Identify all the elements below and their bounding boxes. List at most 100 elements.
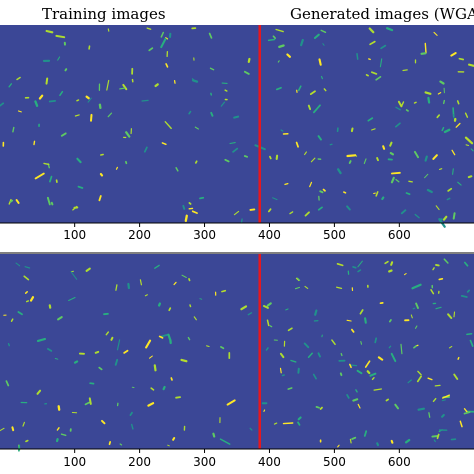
heatmap-spark [88, 397, 92, 405]
heatmap-spark [357, 269, 362, 273]
heatmap-spark [34, 172, 45, 180]
heatmap-spark [154, 264, 160, 269]
heatmap-spark [390, 352, 397, 363]
heatmap-spark [456, 100, 460, 105]
heatmap-spark [5, 380, 10, 387]
heatmap-spark [359, 309, 364, 315]
heatmap-spark [388, 269, 393, 273]
heatmap-spark [426, 188, 433, 194]
x-tick-label: 600 [388, 228, 411, 242]
heatmap-spark [307, 104, 312, 111]
heatmap-spark [24, 291, 28, 294]
heatmap-spark [164, 121, 172, 130]
heatmap-spark [314, 309, 318, 316]
heatmap-spark [400, 209, 407, 215]
heatmap-spark [119, 87, 126, 90]
heatmap-spark [427, 377, 433, 381]
heatmap-spark [50, 201, 54, 206]
heatmap-spark [357, 260, 363, 268]
heatmap-spark [360, 340, 363, 345]
heatmap-spark [108, 441, 112, 446]
heatmap-spark [417, 370, 422, 376]
heatmap-spark [331, 339, 336, 346]
heatmap-spark [188, 110, 192, 115]
heatmap-spark [295, 277, 300, 282]
x-tick-label: 200 [128, 228, 151, 242]
heatmap-spark [439, 80, 445, 85]
heatmap-spark [397, 100, 403, 108]
heatmap-spark [412, 307, 416, 310]
heatmap-spark [160, 31, 165, 38]
heatmap-spark [280, 129, 284, 132]
x-ticks-top: 100 200 300 400 500 600 [63, 223, 411, 242]
heatmap-spark [450, 52, 457, 57]
heatmap-spark [189, 304, 192, 308]
heatmap-spark [46, 196, 51, 206]
heatmap-spark [60, 132, 67, 137]
heatmap-spark [466, 289, 471, 293]
heatmap-spark [336, 286, 343, 290]
heatmap-spark [10, 318, 14, 322]
heatmap-spark [191, 78, 196, 82]
heatmap-spark [224, 89, 228, 92]
heatmap-spark [364, 317, 367, 324]
heatmap-spark [153, 364, 157, 372]
heatmap-spark [352, 266, 357, 269]
heatmap-spark [413, 345, 417, 349]
heatmap-spark [464, 136, 474, 145]
heatmap-spark [272, 35, 277, 40]
heatmap-spark [57, 56, 61, 61]
heatmap-spark [275, 28, 284, 33]
heatmap-spark [233, 115, 240, 119]
heatmap-spark [463, 261, 469, 267]
heatmap-spark [17, 110, 22, 113]
heatmap-spark [405, 109, 409, 112]
heatmap-spark [206, 345, 210, 348]
heatmap-spark [175, 396, 182, 399]
heatmap-spark [224, 158, 230, 163]
heatmap-spark [424, 173, 429, 179]
heatmap-spark [343, 191, 347, 194]
chart-annotation-training: Training images [42, 5, 166, 23]
heatmap-spark [355, 389, 358, 393]
heatmap-spark [15, 199, 20, 204]
heatmap-spark [424, 91, 432, 95]
heatmap-spark [441, 126, 445, 132]
heatmap-spark [54, 358, 59, 360]
heatmap-spark [98, 103, 102, 110]
heatmap-spark [143, 146, 148, 153]
heatmap-spark [414, 213, 420, 219]
heatmap-spark [90, 113, 93, 122]
heatmap-spark [45, 77, 49, 85]
heatmap-spark [57, 316, 63, 321]
heatmap-spark [466, 332, 473, 336]
heatmap-spark [290, 359, 297, 363]
heatmap-spark [375, 76, 382, 81]
heatmap-spark [165, 37, 169, 40]
heatmap-spark [424, 155, 428, 162]
heatmap-spark [340, 352, 343, 357]
heatmap-spark [386, 27, 394, 32]
heatmap-spark [24, 266, 31, 269]
heatmap-spark [452, 212, 456, 220]
heatmap-spark [127, 282, 130, 290]
x-ticks-bottom: 100 200 300 400 500 600 [63, 449, 411, 469]
heatmap-spark [279, 352, 285, 359]
x-tick-label: 100 [63, 228, 86, 242]
heatmap-spark [447, 313, 453, 319]
heatmap-spark [374, 337, 378, 344]
heatmap-spark [23, 275, 30, 281]
heatmap-spark [468, 63, 474, 67]
heatmap-spark [369, 372, 377, 377]
heatmap-spark [433, 439, 436, 443]
heatmap-spark [410, 314, 413, 319]
heatmap-spark [352, 398, 359, 402]
heatmap-spark [129, 411, 133, 417]
heatmap-spark [233, 210, 240, 216]
heatmap-spark [377, 356, 384, 361]
heatmap-spark [249, 208, 256, 211]
heatmap-spark [8, 83, 13, 88]
heatmap-spark [432, 154, 438, 160]
heatmap-spark [439, 168, 443, 170]
